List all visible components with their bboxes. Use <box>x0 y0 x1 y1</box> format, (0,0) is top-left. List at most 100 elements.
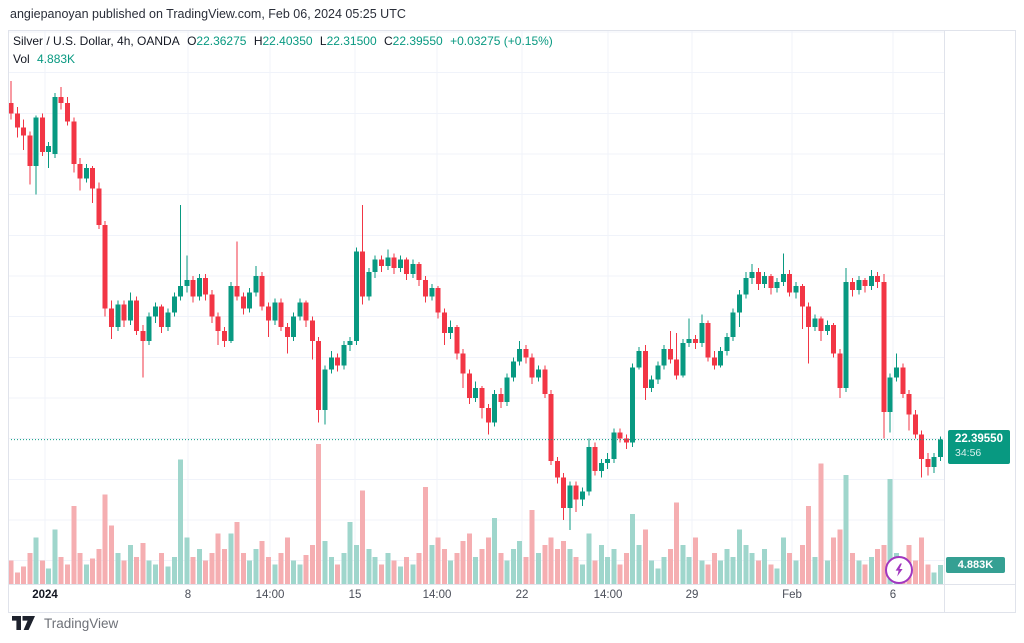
candle <box>492 389 498 427</box>
volume-bar <box>630 513 636 584</box>
volume-bar <box>234 521 240 584</box>
volume-bar <box>780 537 786 584</box>
volume-bar <box>272 564 278 584</box>
volume-bar <box>567 548 573 584</box>
volume-value: 4.883K <box>37 52 76 66</box>
lightning-icon <box>895 563 903 577</box>
candle <box>397 255 403 272</box>
candle <box>762 271 768 289</box>
candle <box>655 361 661 384</box>
chart-border-right <box>1015 30 1016 612</box>
attribution-text: angiepanoyan published on TradingView.co… <box>10 7 406 21</box>
ohlc-high: H22.40350 <box>253 34 313 48</box>
candle <box>806 302 812 364</box>
candle <box>422 275 428 303</box>
candle <box>152 302 158 323</box>
volume-bar <box>159 552 165 584</box>
candle <box>548 389 554 466</box>
volume-bar <box>925 564 931 584</box>
volume-bar <box>247 560 253 584</box>
symbol-title: Silver / U.S. Dollar, 4h, OANDA <box>13 34 180 48</box>
volume-bar <box>353 545 359 584</box>
candle <box>448 320 454 340</box>
volume-bar <box>718 560 724 584</box>
candle <box>121 300 127 327</box>
candle <box>498 387 504 409</box>
candle <box>623 434 629 449</box>
candle <box>686 318 692 348</box>
candle <box>379 255 385 272</box>
volume-bar <box>316 443 322 584</box>
candle <box>881 273 887 439</box>
lightning-button[interactable] <box>885 556 913 584</box>
volume-bar <box>617 564 623 584</box>
candle <box>404 257 410 281</box>
volume-bar <box>178 459 184 584</box>
candle <box>912 410 918 439</box>
candles-layer <box>8 80 943 531</box>
volume-bar <box>215 533 221 584</box>
candle <box>856 275 862 295</box>
volume-bar <box>579 564 585 584</box>
volume-bar <box>454 552 460 584</box>
candle <box>171 292 177 317</box>
candle <box>617 428 623 443</box>
candle <box>693 334 699 350</box>
candle <box>196 273 202 301</box>
volume-bar <box>391 560 397 584</box>
chart-border-top <box>8 30 1016 31</box>
volume-bar <box>240 552 246 584</box>
candle <box>850 278 856 297</box>
candle <box>906 389 912 431</box>
ohlc-low: L22.31500 <box>319 34 377 48</box>
candle <box>592 442 598 476</box>
candle <box>253 265 259 297</box>
volume-bar <box>33 537 39 584</box>
volume-bar <box>937 565 943 584</box>
last-price-value: 22.39550 <box>955 433 1003 446</box>
volume-bar <box>77 552 83 584</box>
candle <box>90 166 96 203</box>
volume-bar <box>548 537 554 584</box>
volume-bar <box>297 564 303 584</box>
volume-bar <box>435 537 441 584</box>
candle <box>554 456 560 484</box>
candle <box>385 249 391 270</box>
candle <box>347 336 353 352</box>
candle <box>429 284 435 301</box>
volume-bar <box>335 564 341 584</box>
candle <box>391 253 397 274</box>
volume-bar <box>291 560 297 584</box>
candle <box>284 322 290 354</box>
volume-bar <box>699 560 705 584</box>
candle <box>661 345 667 370</box>
volume-bar <box>743 545 749 584</box>
volume-bar <box>190 556 196 584</box>
candle <box>14 107 20 138</box>
candle <box>335 353 341 372</box>
volume-bar <box>674 502 680 584</box>
candle <box>831 322 837 358</box>
candle <box>925 452 931 476</box>
candle <box>598 458 604 478</box>
candle <box>605 452 611 470</box>
tradingview-logo-icon <box>12 616 35 630</box>
candle <box>46 141 52 169</box>
candle <box>473 381 479 403</box>
candle <box>649 375 655 392</box>
candle <box>39 113 45 157</box>
volume-bar <box>705 564 711 584</box>
volume-bar <box>184 537 190 584</box>
chart-legend: Silver / U.S. Dollar, 4h, OANDA O22.3627… <box>13 33 557 68</box>
candle <box>730 308 736 342</box>
volume-bar <box>837 529 843 584</box>
volume-layer <box>8 443 943 584</box>
candle <box>159 304 165 333</box>
volume-bar <box>222 548 228 584</box>
volume-bar <box>912 560 918 584</box>
candle <box>316 336 322 423</box>
candle <box>33 115 39 195</box>
tradingview-logo[interactable]: TradingView <box>12 616 118 631</box>
volume-bar <box>642 529 648 584</box>
